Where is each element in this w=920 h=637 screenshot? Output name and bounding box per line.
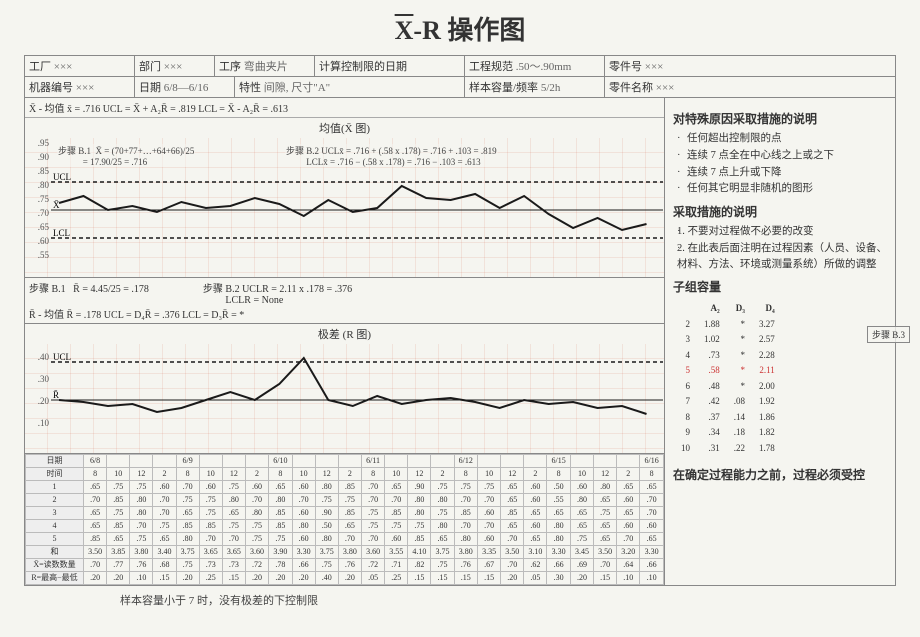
svg-text:UCL: UCL — [53, 172, 71, 182]
charts-panel: X̄ - 均值 x̄ = .716 UCL = X̄ + A₂R̄ = .819… — [25, 98, 665, 585]
annotation-r-b1: 步骤 B.1 R̄ = 4.45/25 = .178 — [29, 280, 149, 306]
rchart-formula-bar: R̄ - 均值 R̄ = .178 UCL = D₄R̄ = .376 LCL … — [29, 306, 660, 321]
svg-text:X̄: X̄ — [53, 200, 60, 210]
svg-text:UCL: UCL — [53, 352, 71, 362]
svg-text:R̄: R̄ — [53, 390, 59, 400]
xchart-yaxis: .95.90.85.80.75.70.65.60.55 — [25, 138, 51, 277]
notes-panel: 对特殊原因采取措施的说明 任何超出控制限的点连续 7 点全在中心线之上或之下连续… — [665, 98, 895, 585]
notes-list-1: 任何超出控制限的点连续 7 点全在中心线之上或之下连续 7 点上升或下降任何其它… — [673, 131, 887, 197]
notes-h2: 采取措施的说明 — [673, 203, 887, 221]
constants-table: A₂D₃D₄21.88*3.2731.02*2.574.73*2.285.58*… — [673, 300, 783, 457]
rchart-title: 极差 (R 图) 步骤 B.3 — [25, 324, 664, 344]
header-row-1: 工厂 ×××部门 ×××工序 弯曲夹片计算控制限的日期 工程规范 .50～.90… — [25, 56, 895, 77]
notes-h1: 对特殊原因采取措施的说明 — [673, 110, 887, 128]
rchart-svg: UCL R̄ — [51, 344, 663, 454]
notes-list-2: 1. 不要对过程做不必要的改变2. 在此表后面注明在过程因素（人员、设备、材料、… — [673, 224, 887, 272]
xchart-title: 均值(X̄ 图) — [25, 118, 664, 138]
page-title: X-R 操作图 — [0, 0, 920, 51]
header-row-2: 机器编号 ×××日期 6/8—6/16特性 间隙, 尺寸"A"样本容量/频率 5… — [25, 77, 895, 98]
range-chart: .40.30.20.10 UCL R̄ — [25, 344, 664, 454]
svg-text:LCL: LCL — [53, 228, 70, 238]
footnote: 样本容量小于 7 时，没有极差的下控制限 — [120, 592, 920, 608]
data-table: 日期6/86/96/106/116/126/156/16时间8101228101… — [25, 454, 664, 585]
notes-h3: 子组容量 — [673, 278, 887, 296]
xchart-svg: UCL X̄ LCL — [51, 138, 663, 278]
mid-annotations: 步骤 B.1 R̄ = 4.45/25 = .178 步骤 B.2 UCLR =… — [25, 278, 664, 324]
notes-footer: 在确定过程能力之前，过程必须受控 — [673, 467, 887, 484]
step-b3-tag: 步骤 B.3 — [867, 326, 910, 343]
xchart-formula-bar: X̄ - 均值 x̄ = .716 UCL = X̄ + A₂R̄ = .819… — [25, 98, 664, 118]
annotation-r-b2: 步骤 B.2 UCLR = 2.11 x .178 = .376 LCLR = … — [203, 280, 352, 306]
rchart-yaxis: .40.30.20.10 — [25, 344, 51, 453]
control-chart-sheet: 工厂 ×××部门 ×××工序 弯曲夹片计算控制限的日期 工程规范 .50～.90… — [24, 55, 896, 586]
xbar-chart: .95.90.85.80.75.70.65.60.55 步骤 B.1 X̄ = … — [25, 138, 664, 278]
